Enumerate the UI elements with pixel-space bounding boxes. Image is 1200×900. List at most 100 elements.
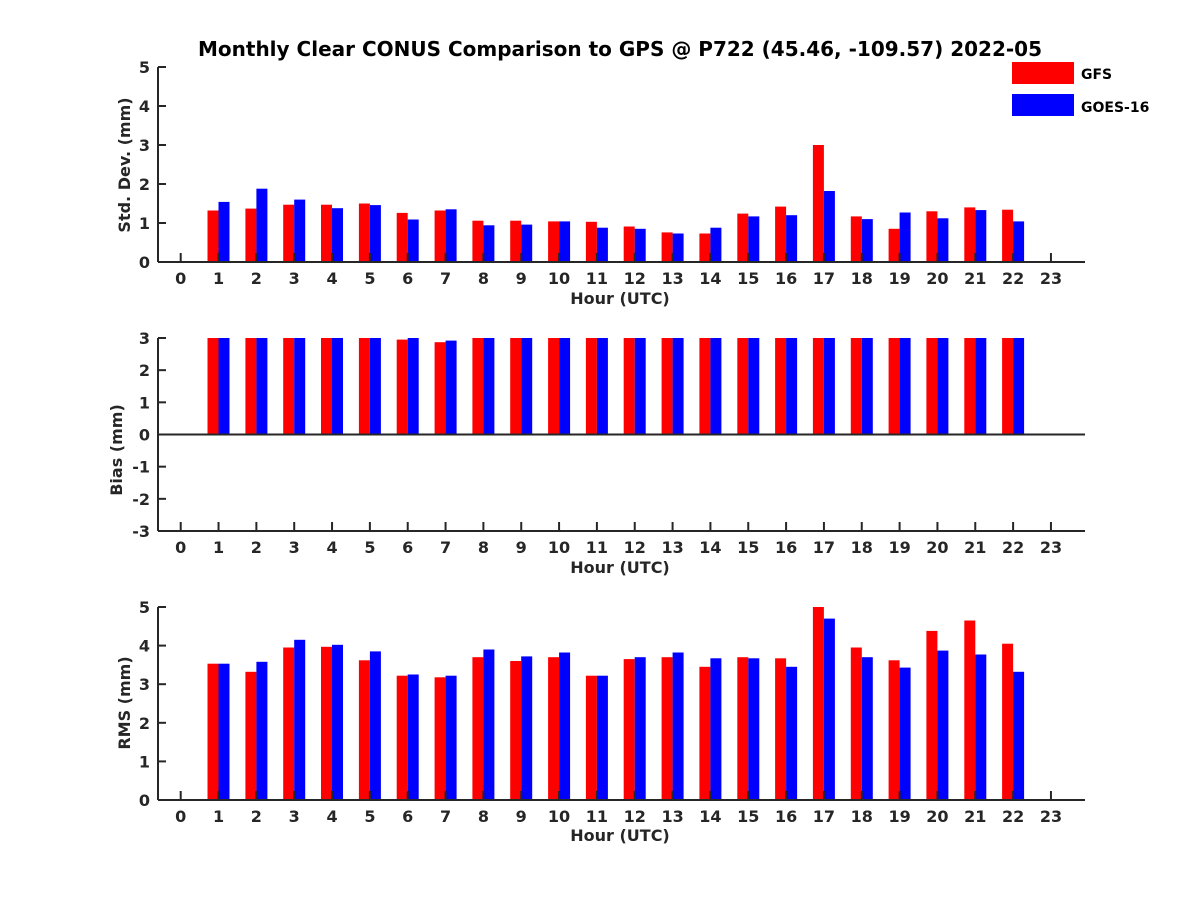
std-bar-goes16-h13 (672, 233, 684, 262)
rms-bar-goes16-h19 (899, 667, 911, 800)
std-bar-goes16-h15 (748, 216, 760, 262)
std-xtick-label: 11 (586, 269, 608, 288)
std-bar-goes16-h22 (1013, 221, 1025, 262)
bias-bar-goes16-h10 (559, 338, 571, 435)
bias-bar-goes16-h6 (407, 338, 419, 435)
bias-bar-goes16-h4 (332, 338, 343, 435)
bias-bar-goes16-h5 (369, 338, 381, 435)
bias-xtick-label: 2 (251, 538, 262, 557)
bias-bar-gfs-h8 (472, 338, 484, 435)
bias-bar-gfs-h13 (661, 338, 673, 435)
rms-bar-gfs-h12 (623, 659, 635, 800)
bias-ytick-label: 3 (139, 329, 150, 348)
bias-xtick-label: 7 (440, 538, 451, 557)
rms-ytick-label: 4 (139, 637, 150, 656)
bias-xtick-label: 23 (1040, 538, 1062, 557)
std-bar-goes16-h4 (332, 208, 343, 262)
bias-bar-gfs-h10 (548, 338, 560, 435)
std-xtick-label: 14 (699, 269, 721, 288)
rms-bar-goes16-h18 (861, 657, 873, 800)
rms-bar-gfs-h9 (510, 661, 522, 800)
std-bar-goes16-h18 (861, 219, 873, 262)
bias-xtick-label: 19 (888, 538, 910, 557)
bias-xtick-label: 14 (699, 538, 721, 557)
std-xtick-label: 19 (888, 269, 910, 288)
rms-ytick-label: 5 (139, 598, 150, 617)
bias-bar-goes16-h14 (710, 338, 722, 435)
rms-bar-gfs-h21 (964, 620, 976, 800)
legend-swatch-goes16 (1012, 94, 1074, 116)
bias-bar-gfs-h18 (850, 338, 862, 435)
std-bar-gfs-h4 (321, 204, 332, 262)
rms-xtick-label: 9 (516, 807, 527, 826)
rms-bar-gfs-h11 (585, 675, 597, 800)
std-ytick-label: 5 (139, 58, 150, 77)
rms-xtick-label: 7 (440, 807, 451, 826)
bias-bar-goes16-h9 (521, 338, 533, 435)
bias-ytick-label: -1 (132, 458, 150, 477)
bias-ytick-label: -2 (132, 490, 150, 509)
bias-ylabel: Bias (mm) (107, 404, 126, 496)
std-xtick-label: 1 (213, 269, 224, 288)
std-bar-gfs-h7 (434, 210, 446, 262)
bias-xtick-label: 8 (478, 538, 489, 557)
bias-bar-gfs-h1 (207, 338, 219, 435)
rms-bar-gfs-h16 (775, 658, 787, 800)
bias-xtick-label: 18 (851, 538, 873, 557)
std-xtick-label: 0 (175, 269, 186, 288)
rms-bar-goes16-h22 (1013, 671, 1025, 800)
rms-bar-goes16-h21 (975, 654, 987, 800)
std-bar-goes16-h8 (483, 225, 495, 262)
bias-bar-goes16-h13 (672, 338, 684, 435)
std-bar-goes16-h1 (218, 201, 230, 262)
bias-bar-gfs-h4 (321, 338, 332, 435)
rms-bar-goes16-h1 (218, 663, 230, 800)
std-bar-gfs-h3 (283, 204, 295, 262)
bias-bar-gfs-h16 (775, 338, 787, 435)
rms-ytick-label: 1 (139, 752, 150, 771)
std-dev-ylabel: Std. Dev. (mm) (115, 97, 134, 232)
std-bar-goes16-h10 (559, 221, 571, 262)
bias-bar-gfs-h12 (623, 338, 635, 435)
rms-bar-goes16-h10 (559, 652, 571, 800)
std-bar-gfs-h16 (775, 206, 787, 262)
rms-xtick-label: 8 (478, 807, 489, 826)
bias-xtick-label: 17 (813, 538, 835, 557)
bias-bar-gfs-h9 (510, 338, 522, 435)
std-xtick-label: 21 (964, 269, 986, 288)
std-xtick-label: 6 (402, 269, 413, 288)
bias-bar-goes16-h7 (445, 340, 457, 435)
bias-xtick-label: 13 (661, 538, 683, 557)
std-bar-goes16-h16 (786, 215, 798, 262)
bias-bar-goes16-h17 (823, 338, 835, 435)
std-xtick-label: 3 (289, 269, 300, 288)
std-dev-xlabel: Hour (UTC) (570, 289, 670, 308)
bias-bar-goes16-h22 (1013, 338, 1025, 435)
rms-xtick-label: 10 (548, 807, 570, 826)
rms-bar-gfs-h8 (472, 657, 484, 800)
bias-xtick-label: 22 (1002, 538, 1024, 557)
bias-bar-gfs-h14 (699, 338, 711, 435)
std-ytick-label: 2 (139, 175, 150, 194)
bias-bar-gfs-h22 (1002, 338, 1014, 435)
bias-bar-gfs-h6 (396, 339, 408, 435)
bias-bar-goes16-h8 (483, 338, 495, 435)
rms-bar-gfs-h17 (812, 607, 824, 800)
bias-bar-goes16-h16 (786, 338, 798, 435)
rms-xtick-label: 14 (699, 807, 721, 826)
std-bar-gfs-h1 (207, 210, 219, 262)
rms-xtick-label: 13 (661, 807, 683, 826)
bias-ytick-label: 1 (139, 393, 150, 412)
chart-title: Monthly Clear CONUS Comparison to GPS @ … (198, 37, 1042, 61)
rms-xtick-label: 1 (213, 807, 224, 826)
bias-xtick-label: 15 (737, 538, 759, 557)
bias-ytick-label: 0 (139, 426, 150, 445)
rms-bar-gfs-h14 (699, 666, 711, 800)
rms-bar-goes16-h13 (672, 652, 684, 800)
bias-bar-gfs-h15 (737, 338, 749, 435)
rms-bar-gfs-h6 (396, 675, 408, 800)
bias-bar-gfs-h3 (283, 338, 295, 435)
std-bar-gfs-h13 (661, 232, 673, 262)
